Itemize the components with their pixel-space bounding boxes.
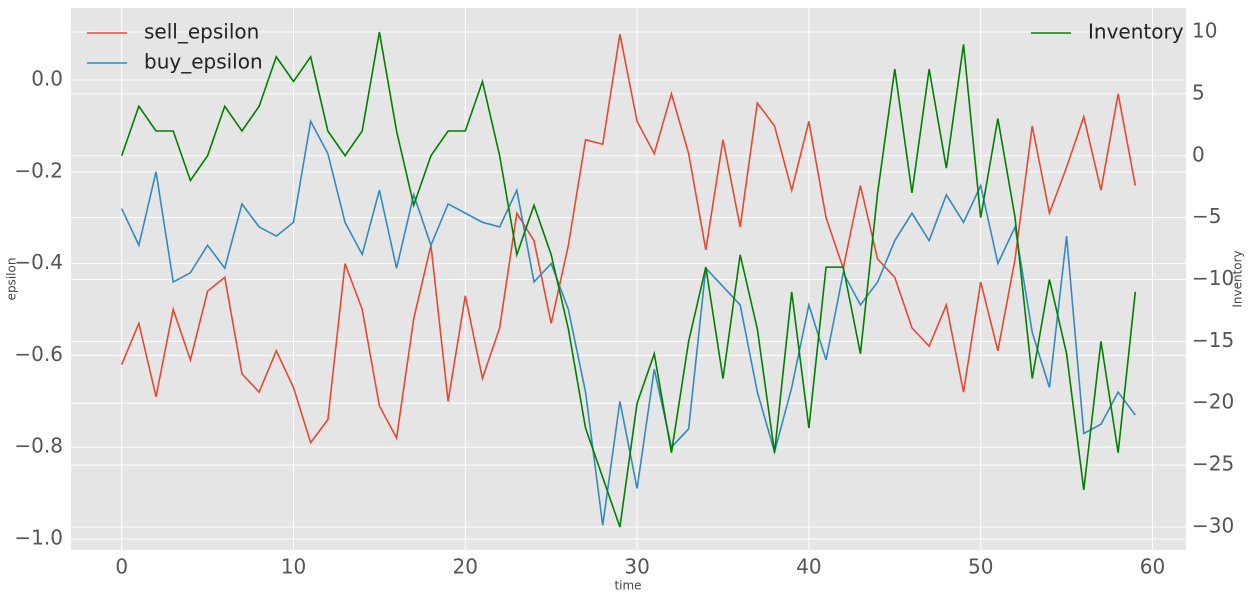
x-tick-label: 40	[796, 555, 821, 579]
y2-tick-label: −5	[1192, 204, 1221, 228]
y2-tick-label: 10	[1192, 19, 1217, 43]
y2-tick-label: −30	[1192, 513, 1234, 537]
y-axis-label: epsilon	[5, 258, 19, 301]
series-line	[120, 34, 1137, 445]
x-tick-label: 20	[453, 555, 478, 579]
x-axis-label: time	[614, 579, 641, 593]
y-tick-label: −0.2	[14, 158, 63, 182]
x-tick-label: 50	[968, 555, 993, 579]
y-tick-label: −0.4	[14, 250, 63, 274]
y2-tick-label: −25	[1192, 452, 1234, 476]
series-line	[120, 118, 1136, 526]
x-tick-label: 10	[281, 555, 306, 579]
y-tick-label: −0.8	[14, 434, 63, 458]
legend-label: Inventory	[1088, 20, 1184, 44]
x-tick-label: 0	[115, 555, 128, 579]
y2-tick-label: −15	[1192, 328, 1234, 352]
y2-tick-label: −10	[1192, 266, 1234, 290]
y2-axis-label: Inventory	[1231, 250, 1245, 307]
legend-label: buy_epsilon	[144, 50, 263, 74]
x-tick-label: 30	[624, 555, 649, 579]
series-line	[120, 31, 1137, 528]
y-tick-label: −0.6	[14, 342, 63, 366]
y2-tick-label: 5	[1192, 80, 1205, 104]
legend-label: sell_epsilon	[144, 20, 259, 44]
y-tick-label: 0.0	[31, 67, 63, 91]
y2-tick-label: −20	[1192, 390, 1234, 414]
x-tick-label: 60	[1140, 555, 1165, 579]
y-tick-label: −1.0	[14, 525, 63, 549]
y2-tick-label: 0	[1192, 142, 1205, 166]
